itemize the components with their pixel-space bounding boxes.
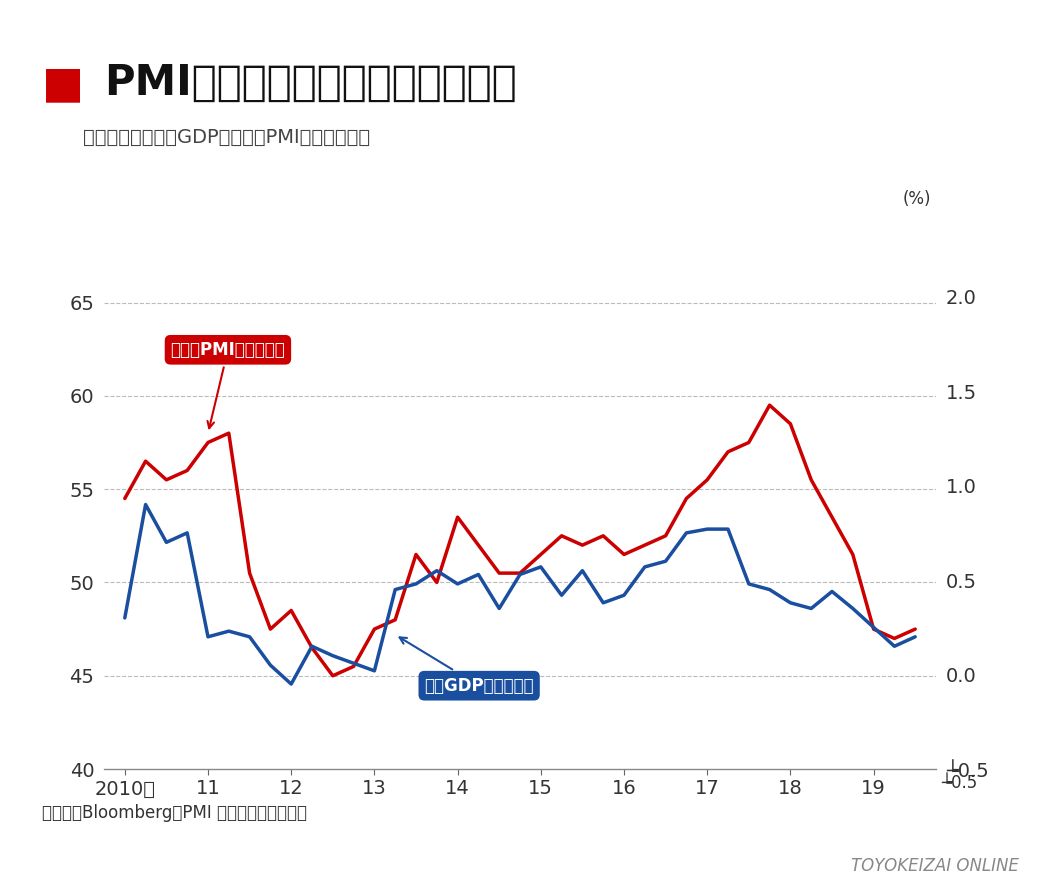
Text: PMIは持ち直しかけていたのだが: PMIは持ち直しかけていたのだが (104, 62, 517, 104)
Text: （出所）Bloomberg、PMI は四半期平均を使用: （出所）Bloomberg、PMI は四半期平均を使用 (42, 804, 307, 822)
Text: ┶0.5: ┶0.5 (941, 774, 978, 791)
Text: 製造業PMI（左目盛）: 製造業PMI（左目盛） (171, 340, 285, 428)
Text: (%): (%) (903, 190, 931, 208)
Text: ■: ■ (42, 62, 83, 105)
Text: TOYOKEIZAI ONLINE: TOYOKEIZAI ONLINE (852, 857, 1019, 875)
Text: 実質GDP（吹目盛）: 実質GDP（吹目盛） (399, 637, 534, 695)
Text: －ユーロ圈の実質GDPと製造業PMI（前期比）－: －ユーロ圈の実質GDPと製造業PMI（前期比）－ (83, 128, 370, 147)
